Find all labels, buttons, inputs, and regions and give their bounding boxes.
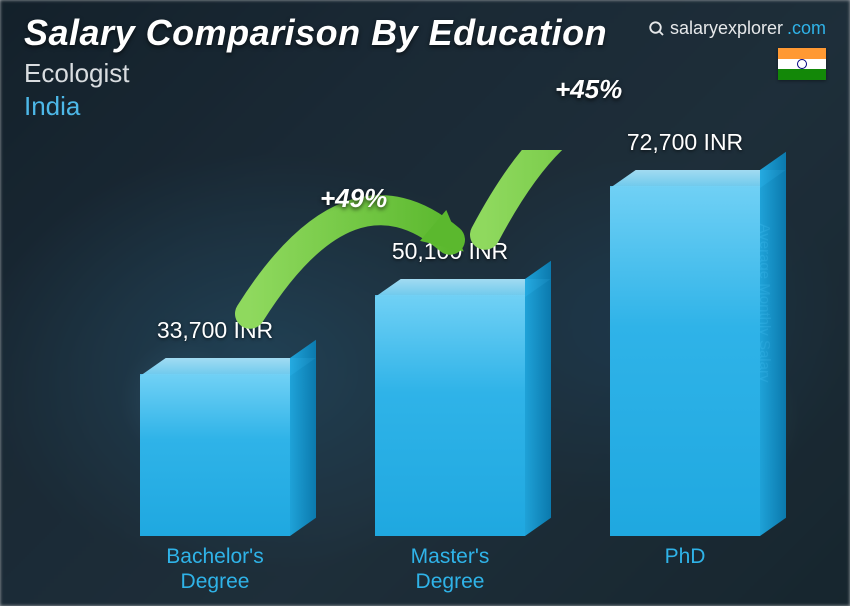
job-title: Ecologist	[24, 58, 607, 89]
bar-chart: Bachelor'sDegree33,700 INR Master'sDegree…	[60, 150, 790, 536]
country-name: India	[24, 91, 607, 122]
bar-label-2: PhD	[595, 544, 775, 569]
bar-group-2: PhD72,700 INR	[610, 186, 760, 536]
brand-text: salaryexplorer	[670, 18, 783, 39]
flag-chakra	[797, 59, 807, 69]
flag-stripe-white	[778, 59, 826, 70]
bar-value-1: 50,100 INR	[350, 238, 550, 265]
flag-stripe-saffron	[778, 48, 826, 59]
search-icon	[648, 20, 666, 38]
bar-label-1: Master'sDegree	[360, 544, 540, 594]
bar-1	[375, 295, 525, 536]
main-title: Salary Comparison By Education	[24, 12, 607, 54]
bar-0	[140, 374, 290, 536]
pct-increase-1: +45%	[555, 74, 622, 105]
title-block: Salary Comparison By Education Ecologist…	[24, 12, 607, 122]
pct-increase-0: +49%	[320, 183, 387, 214]
bar-group-0: Bachelor'sDegree33,700 INR	[140, 374, 290, 536]
brand-tld: .com	[787, 18, 826, 39]
bar-value-0: 33,700 INR	[115, 317, 315, 344]
bar-group-1: Master'sDegree50,100 INR	[375, 295, 525, 536]
infographic-container: Salary Comparison By Education Ecologist…	[0, 0, 850, 606]
bar-label-0: Bachelor'sDegree	[125, 544, 305, 594]
bar-2	[610, 186, 760, 536]
brand-label: salaryexplorer.com	[648, 18, 826, 39]
flag-stripe-green	[778, 69, 826, 80]
bar-value-2: 72,700 INR	[585, 129, 785, 156]
flag-india	[778, 48, 826, 80]
